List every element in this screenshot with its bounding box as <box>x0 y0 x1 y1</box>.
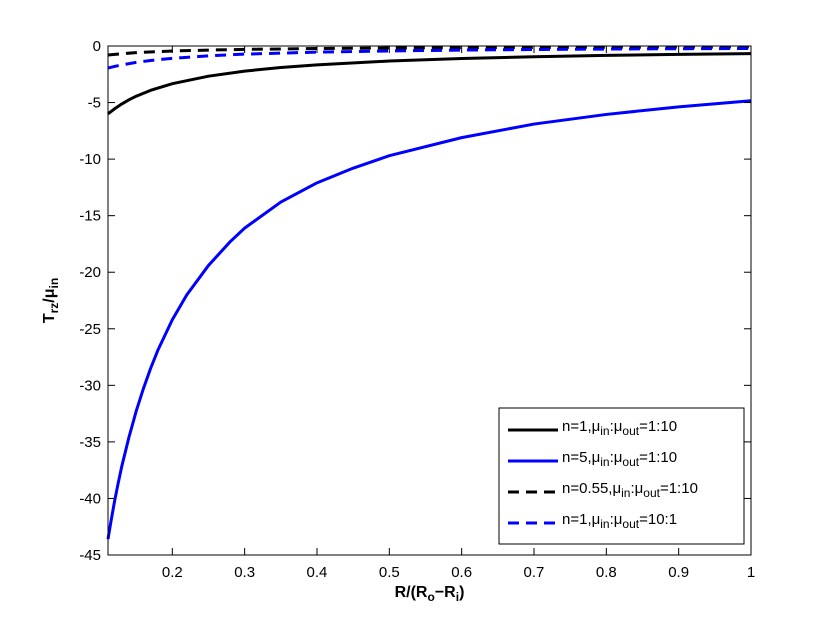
y-tick-label: -35 <box>79 434 101 451</box>
y-tick-label: -15 <box>79 208 101 225</box>
legend-text-part: out <box>622 424 639 438</box>
y-tick-label: -20 <box>79 264 101 281</box>
legend-entry-3: n=0.55,μin:μout=1:10 <box>562 480 698 500</box>
x-axis-title-sub1: o <box>427 590 434 604</box>
x-tick-label: 0.9 <box>668 564 689 581</box>
legend-text-part: =1:10 <box>660 480 698 497</box>
legend-text-part: n=0.55,μ <box>562 480 621 497</box>
legend-entry-1: n=1,μin:μout=1:10 <box>562 418 677 438</box>
legend-text-part: n=5,μ <box>562 449 600 466</box>
x-tick-label: 0.3 <box>234 564 255 581</box>
series-line-2 <box>106 99 752 540</box>
legend-text-part: :μ <box>610 418 623 435</box>
legend-text-part: in <box>621 486 630 500</box>
y-axis-title-sub2: in <box>47 278 61 289</box>
x-tick-label: 0.7 <box>524 564 545 581</box>
tick-layer: 0.2 0.3 0.4 0.5 0.6 0.7 0.8 0.9 1 0 -5 -10 -15 -20 -25… <box>79 38 755 581</box>
plot-area-frame <box>107 45 752 556</box>
series-line-3 <box>107 45 752 57</box>
y-tick-label: -30 <box>79 377 101 394</box>
y-axis-title-sub1: rz <box>47 303 61 314</box>
y-axis-title: Trz/μin <box>41 278 61 323</box>
y-axis-title-mid: /μ <box>41 288 58 302</box>
legend-text-part: out <box>622 455 639 469</box>
x-axis-title: R/(Ro−Ri) <box>395 584 465 604</box>
x-tick-label: 1 <box>747 564 755 581</box>
legend-text-part: n=1,μ <box>562 511 600 528</box>
y-tick-label: -40 <box>79 490 101 507</box>
series-line-1 <box>107 52 752 116</box>
series-layer <box>106 45 752 540</box>
legend-text-part: =10:1 <box>639 511 677 528</box>
legend: n=1,μin:μout=1:10n=5,μin:μout=1:10n=0.55… <box>498 407 745 545</box>
x-tick-label: 0.5 <box>379 564 400 581</box>
legend-entry-4: n=1,μin:μout=10:1 <box>562 511 677 531</box>
legend-text-part: =1:10 <box>639 418 677 435</box>
x-axis-title-mid: −R <box>435 584 456 601</box>
x-tick-label: 0.8 <box>596 564 617 581</box>
series-line-4 <box>107 46 752 70</box>
y-tick-label: -45 <box>79 547 101 564</box>
y-axis-title-main: T <box>41 313 58 323</box>
x-tick-label: 0.4 <box>307 564 328 581</box>
x-tick-label: 0.6 <box>451 564 472 581</box>
legend-text-part: out <box>622 517 639 531</box>
y-tick-label: 0 <box>93 38 101 55</box>
legend-text-part: :μ <box>610 449 623 466</box>
legend-text-part: :μ <box>630 480 643 497</box>
x-tick-label: 0.2 <box>162 564 183 581</box>
x-axis-title-end: ) <box>459 584 464 601</box>
legend-text-part: in <box>600 455 609 469</box>
x-axis-title-main: R/(R <box>395 584 428 601</box>
legend-entry-2: n=5,μin:μout=1:10 <box>562 449 677 469</box>
y-tick-label: -25 <box>79 321 101 338</box>
legend-text-part: in <box>600 424 609 438</box>
legend-text-part: in <box>600 517 609 531</box>
y-tick-label: -10 <box>79 151 101 168</box>
y-tick-label: -5 <box>88 95 101 112</box>
legend-text-part: :μ <box>610 511 623 528</box>
legend-text-part: n=1,μ <box>562 418 600 435</box>
legend-text-part: out <box>643 486 660 500</box>
legend-text-part: =1:10 <box>639 449 677 466</box>
x-axis-title-sub2: i <box>456 590 459 604</box>
